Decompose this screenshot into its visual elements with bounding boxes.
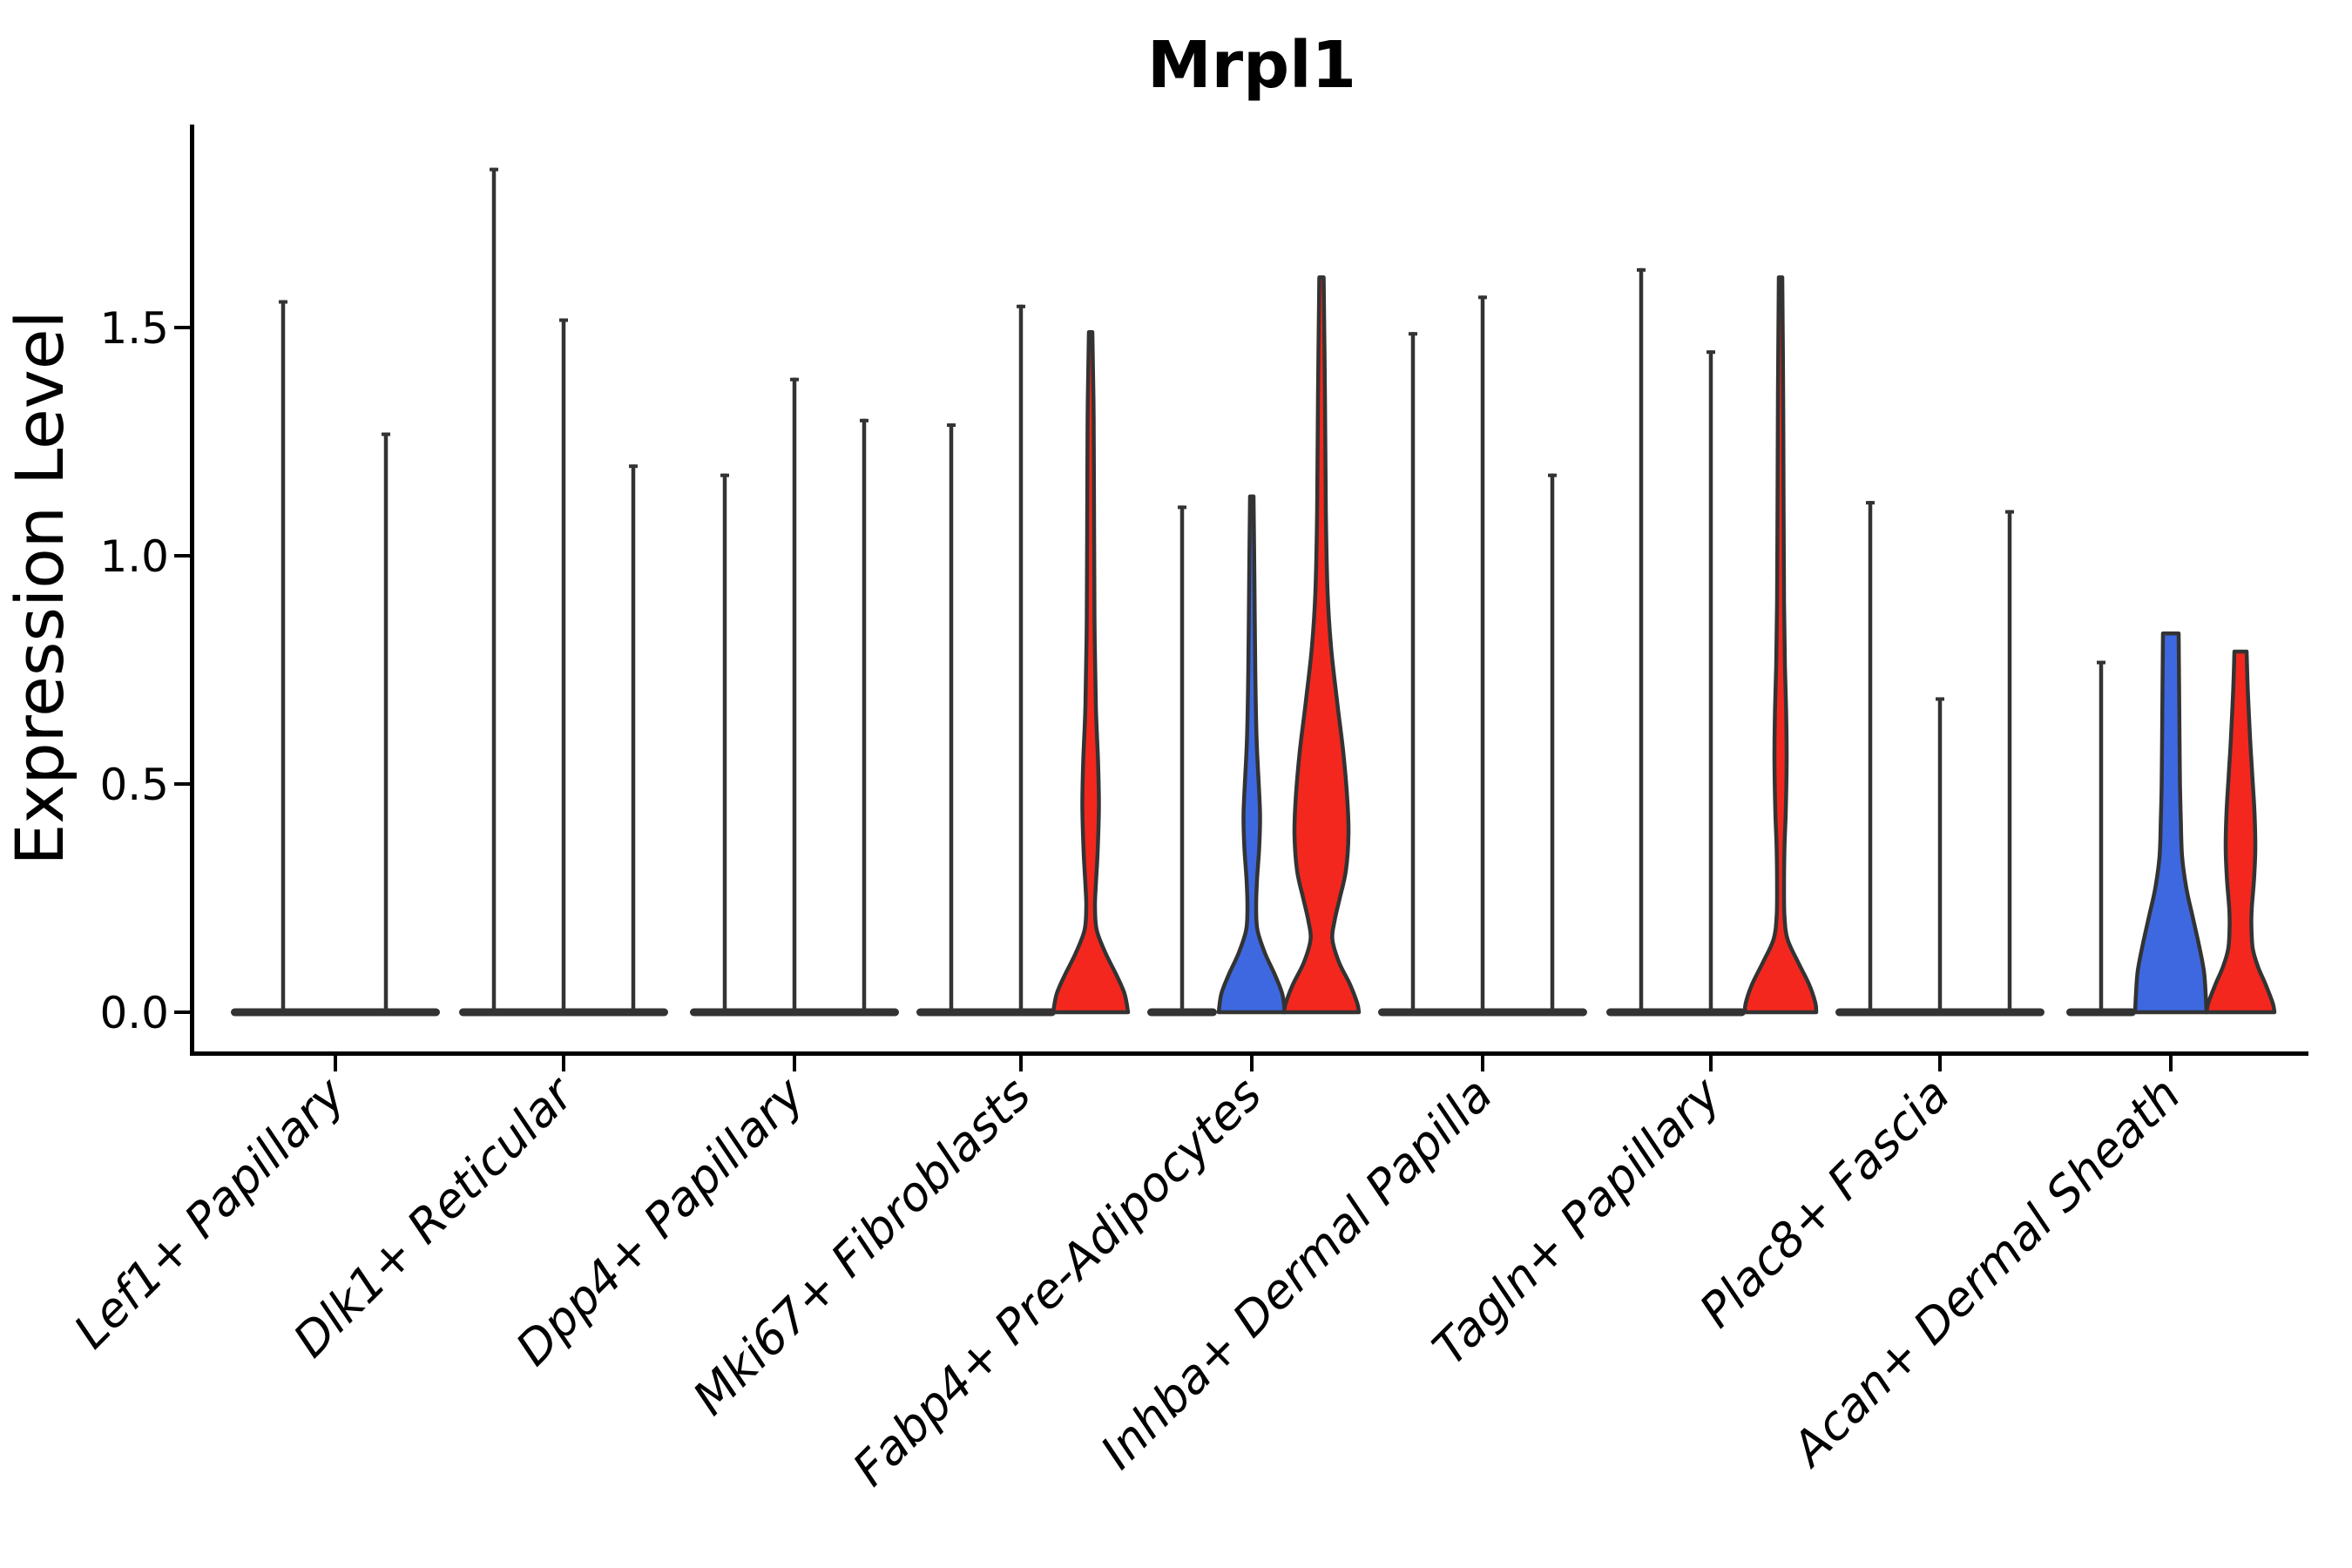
violins [231, 167, 2277, 1017]
y-axis-spine [190, 125, 194, 1056]
x-tick [1481, 1056, 1484, 1071]
x-tick-label: Inhba+ Dermal Papilla [1090, 1067, 1503, 1480]
x-tick [1019, 1056, 1023, 1071]
y-tick-label: 1.5 [99, 303, 169, 354]
x-tick [334, 1056, 337, 1071]
x-tick [793, 1056, 796, 1071]
violin-blue [2132, 631, 2209, 1015]
y-tick-label: 1.0 [99, 531, 169, 582]
violin-red [1281, 275, 1362, 1015]
violin-baseline [916, 1008, 1056, 1017]
plot-title: Mrpl1 [1147, 28, 1356, 103]
y-tick [174, 554, 190, 558]
y-tick-label: 0.5 [99, 760, 169, 810]
y-tick [174, 1010, 190, 1014]
x-tick [2169, 1056, 2173, 1071]
y-tick [174, 326, 190, 329]
x-tick [562, 1056, 565, 1071]
violin-red [1051, 329, 1131, 1015]
y-tick [174, 782, 190, 786]
violin-red [2204, 649, 2277, 1015]
violin-red [1742, 275, 1819, 1015]
x-tick [1938, 1056, 1942, 1071]
violin-baseline [1606, 1008, 1746, 1017]
y-tick-label: 0.0 [99, 988, 169, 1038]
x-tick [1709, 1056, 1713, 1071]
violin-baseline [231, 1008, 440, 1017]
x-tick-label: Plac8+ Fascia [1689, 1067, 1960, 1338]
x-tick [1250, 1056, 1254, 1071]
x-tick-label: Acan+ Dermal Sheath [1780, 1067, 2191, 1478]
violin-blue [1216, 494, 1288, 1015]
y-axis-label: Expression Level [1, 310, 78, 865]
x-tick-label: Fabp4+ Pre-Adipocytes [842, 1067, 1272, 1497]
x-axis-spine [190, 1051, 2308, 1056]
